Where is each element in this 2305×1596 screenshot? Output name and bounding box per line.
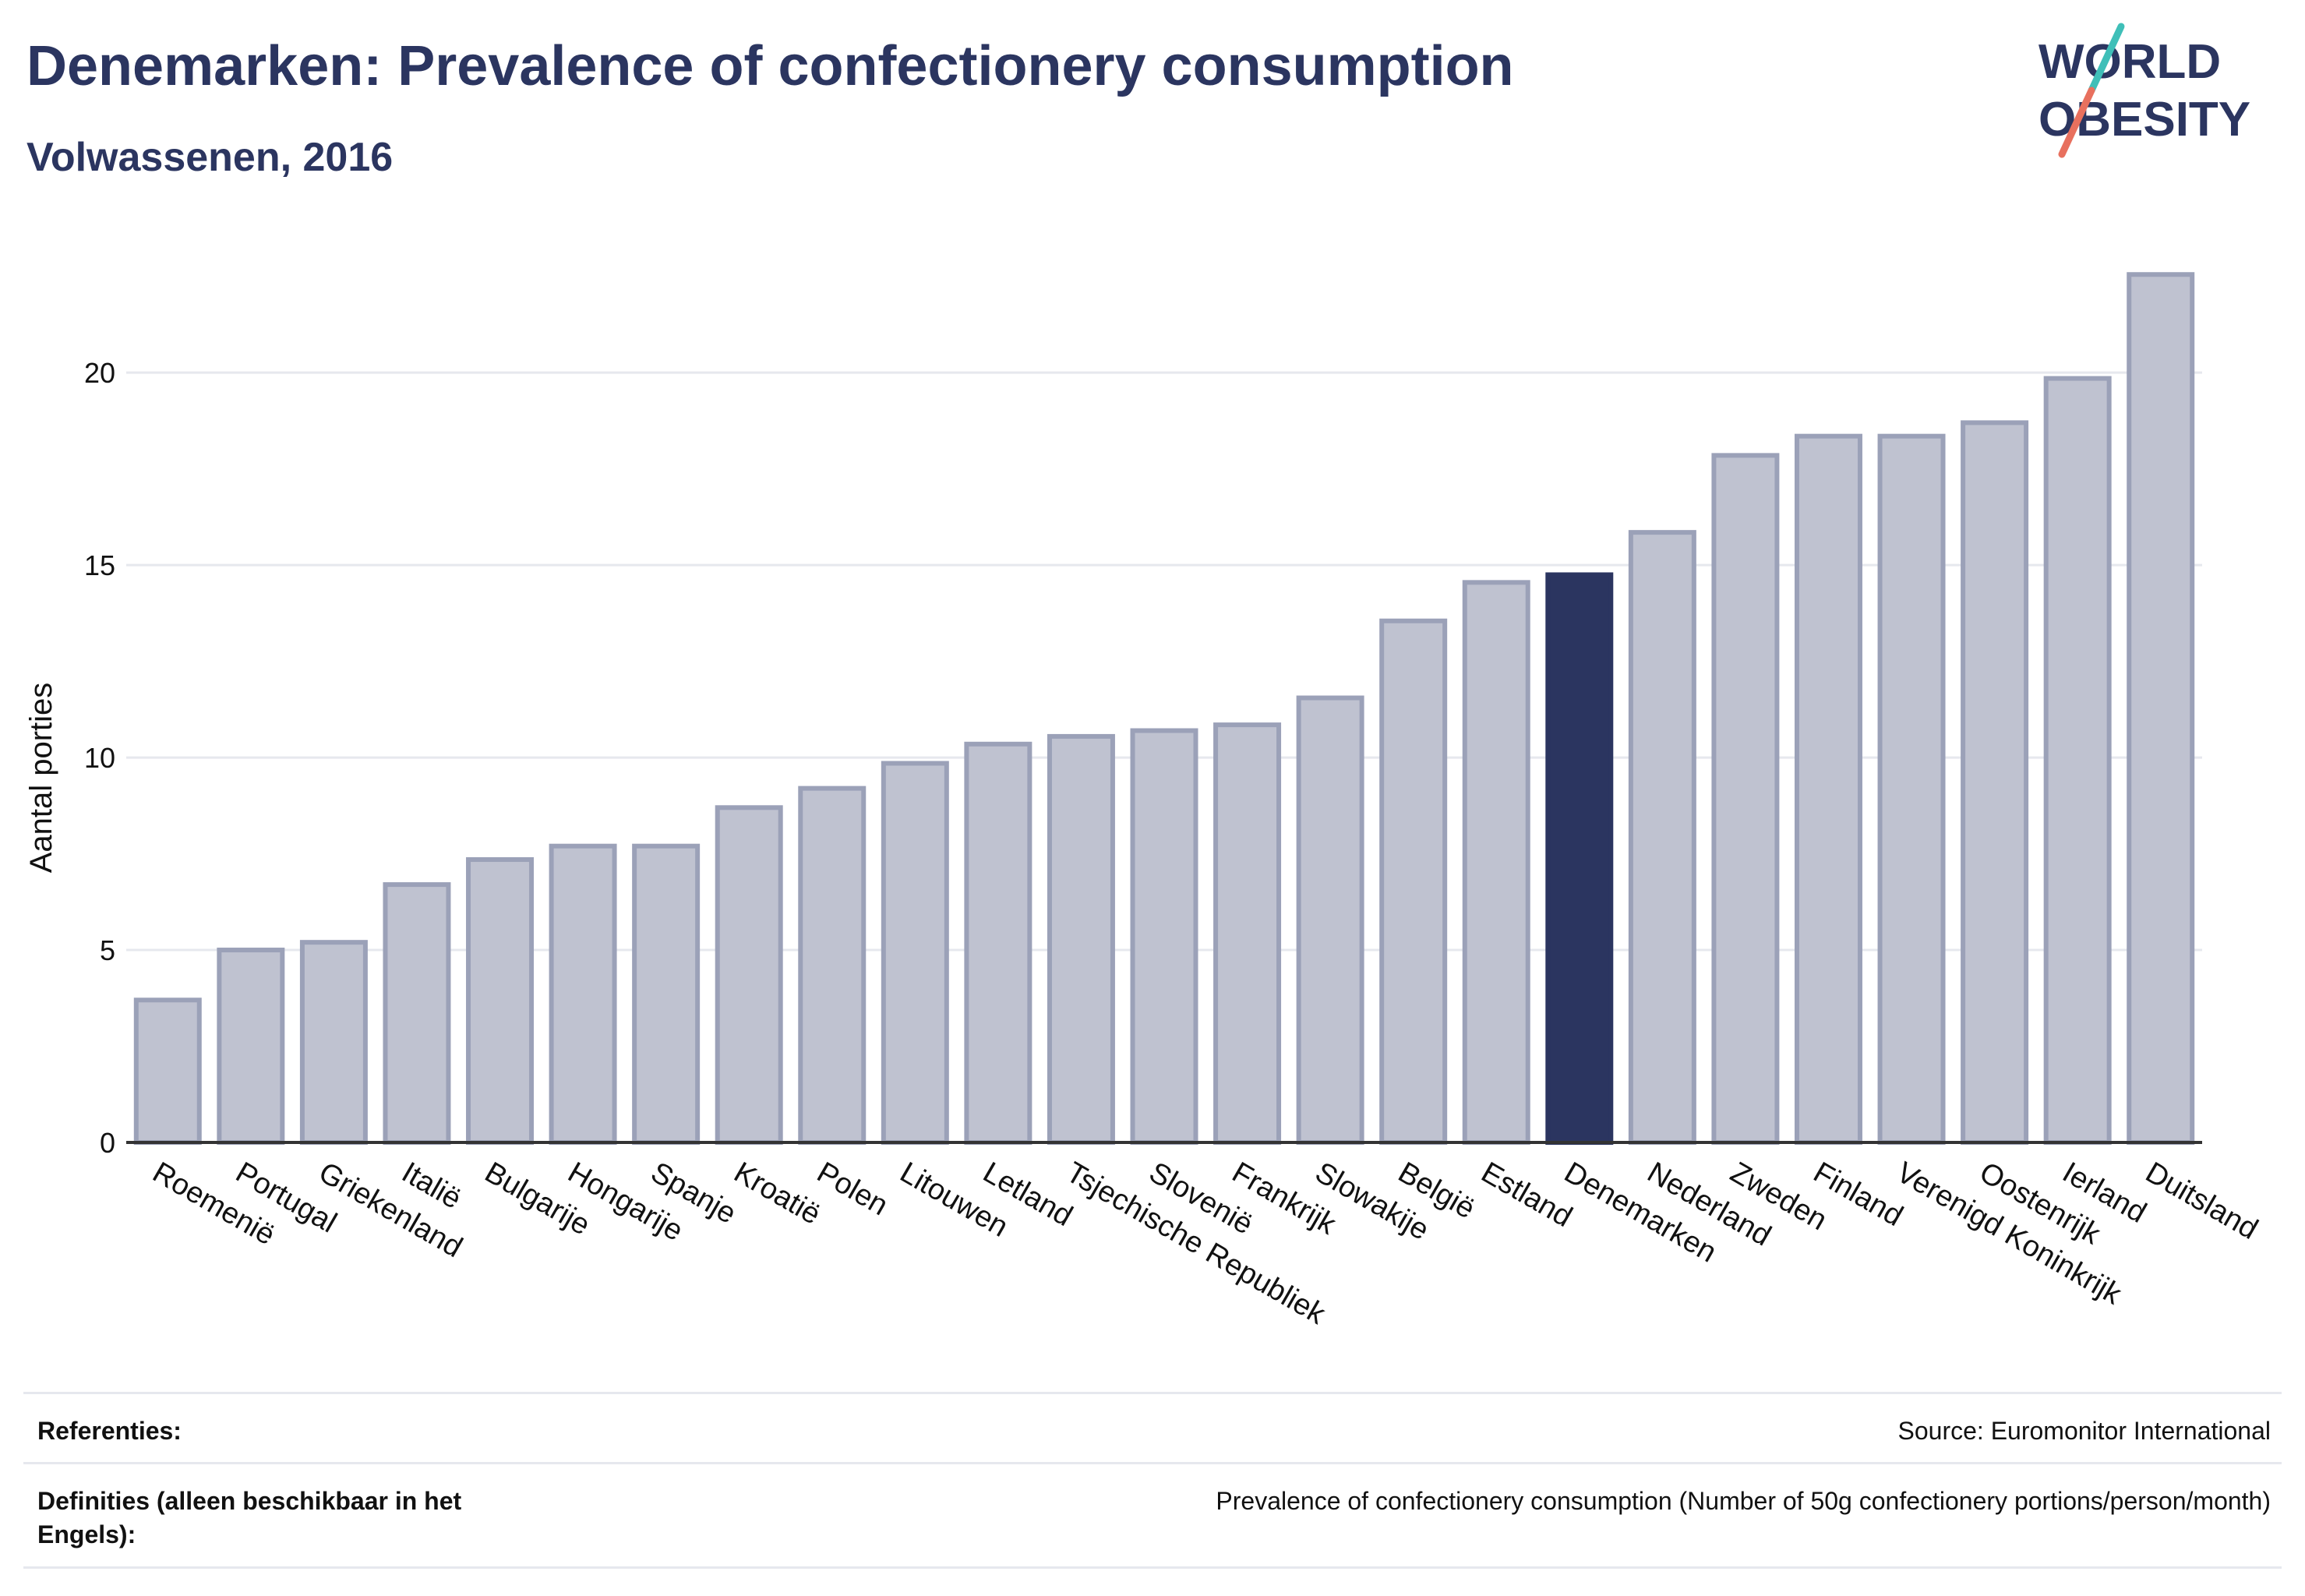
y-tick-label: 0 [100,1127,115,1159]
bar [1711,453,1780,1145]
y-tick-label: 5 [100,934,115,966]
bar-highlight [1545,572,1614,1145]
logo-line1: WORLD [2038,35,2221,89]
chart-title: Denemarken: Prevalence of confectionery … [26,35,1514,97]
bar [798,786,867,1145]
bar [632,843,701,1145]
logo-slash-coral [2058,87,2095,158]
bar [1213,722,1282,1145]
bar [1794,433,1862,1145]
bar [715,805,783,1145]
bar [964,741,1032,1145]
y-axis-ticks: 0 5 10 15 20 [84,357,115,1159]
y-tick-label: 10 [84,742,115,774]
x-tick-label: Polen [811,1156,893,1222]
bar [1961,420,2029,1145]
x-tick-label: Kroatië [729,1156,826,1231]
bar [1462,580,1530,1146]
bar [466,856,535,1146]
bar [549,843,617,1145]
references-label: Referenties: [37,1417,182,1445]
definitions-label: Definities (alleen beschikbaar in het En… [37,1487,462,1549]
bar-chart: 0 5 10 15 20 RoemeniëPortugalGriekenlandItal… [24,272,2264,1331]
definitions-value: Prevalence of confectionery consumption … [1216,1487,2271,1516]
world-obesity-logo: WORLD OBESITY [2038,23,2250,158]
x-tick-label: Estland [1476,1156,1578,1234]
bar [217,948,285,1145]
references-row: Referenties: Source: Euromonitor Interna… [23,1392,2282,1462]
x-tick-label: Duitsland [2140,1156,2263,1246]
definitions-row: Definities (alleen beschikbaar in het En… [23,1462,2282,1569]
y-axis-label: Aantal porties [24,683,58,874]
y-tick-label: 15 [84,549,115,581]
bar [133,998,202,1146]
logo-slash-teal [2088,23,2125,94]
bar [881,761,949,1145]
bar [383,882,451,1145]
bar [2043,376,2112,1146]
bars [133,272,2195,1146]
bar [1379,618,1448,1145]
logo-line2: OBESITY [2038,93,2250,147]
bar [1130,728,1198,1145]
chart-subtitle: Volwassenen, 2016 [26,135,394,180]
bar [1296,695,1364,1145]
footer-table: Referenties: Source: Euromonitor Interna… [23,1392,2282,1569]
bar [1047,733,1115,1145]
references-value: Source: Euromonitor International [1897,1417,2271,1445]
y-tick-label: 20 [84,357,115,389]
bar [299,940,368,1145]
bar [1628,530,1696,1145]
bar [1877,433,1946,1145]
bar [2127,272,2195,1146]
